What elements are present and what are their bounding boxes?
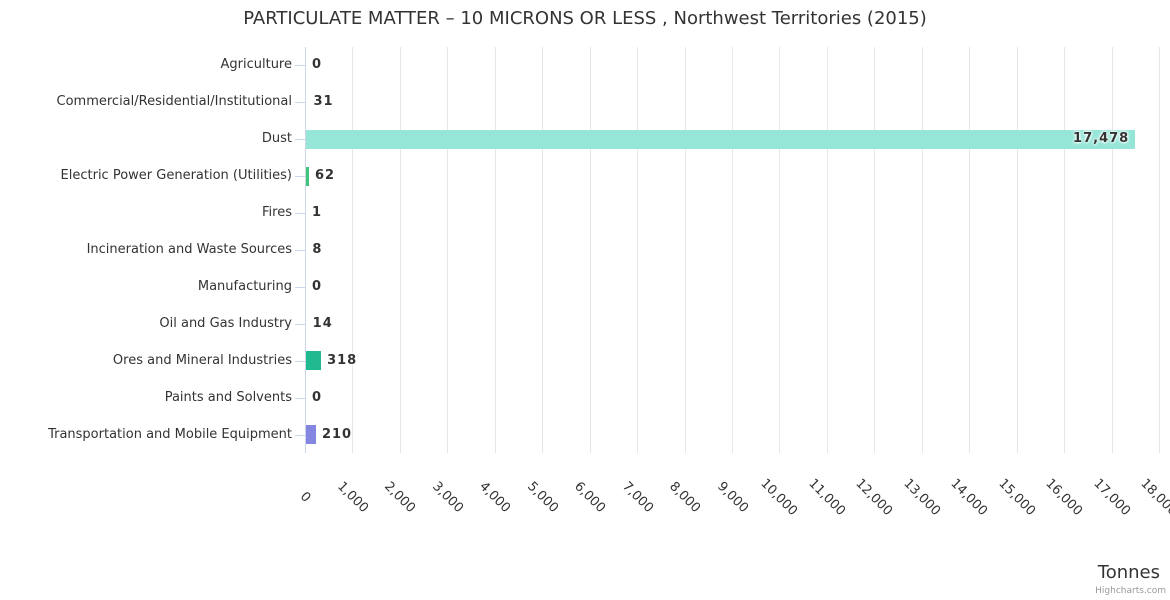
category-label-oil-and-gas-industry: Oil and Gas Industry	[159, 315, 292, 331]
bar-value-label: 17,478	[1073, 131, 1130, 147]
highcharts-credits-link[interactable]: Highcharts.com	[1095, 586, 1166, 596]
bar-value-label: 31	[313, 94, 334, 110]
x-axis-tick-label: 10,000	[757, 475, 801, 519]
gridline	[684, 47, 686, 453]
category-label-electric-power-generation-utilities: Electric Power Generation (Utilities)	[60, 168, 292, 184]
gridline	[637, 47, 639, 453]
bar-dust[interactable]	[306, 129, 1136, 149]
gridline	[589, 47, 591, 453]
category-tick	[295, 139, 305, 140]
category-tick	[295, 361, 305, 362]
bar-ores-and-mineral-industries[interactable]	[306, 351, 322, 371]
gridline	[826, 47, 828, 453]
category-label-transportation-and-mobile-equipment: Transportation and Mobile Equipment	[48, 426, 292, 442]
gridline	[1111, 47, 1113, 453]
bar-transportation-and-mobile-equipment[interactable]	[306, 425, 316, 445]
x-axis-tick-label: 18,000	[1137, 475, 1170, 519]
gridline	[1064, 47, 1066, 453]
category-axis-line	[305, 47, 306, 453]
x-axis-tick-label: 9,000	[713, 478, 751, 516]
value-axis-title: Tonnes	[1097, 562, 1160, 583]
bar-value-label: 62	[314, 168, 336, 184]
bar-value-label: 0	[312, 57, 323, 73]
category-tick	[295, 250, 305, 251]
bar-electric-power-generation-utilities[interactable]	[306, 166, 309, 186]
x-axis-tick-label: 6,000	[571, 478, 609, 516]
category-tick	[295, 398, 305, 399]
x-axis-tick-label: 5,000	[523, 478, 561, 516]
x-axis-tick-label: 12,000	[852, 475, 896, 519]
x-axis-tick-label: 13,000	[900, 475, 943, 519]
category-tick	[295, 435, 305, 436]
gridline	[399, 47, 401, 453]
x-axis-tick-label: 0	[296, 488, 314, 506]
gridline	[874, 47, 876, 453]
gridline	[542, 47, 544, 453]
gridline	[779, 47, 781, 453]
chart-title: PARTICULATE MATTER – 10 MICRONS OR LESS …	[243, 8, 927, 29]
gridline	[447, 47, 449, 453]
category-tick	[295, 65, 305, 66]
x-axis-tick-label: 16,000	[1042, 475, 1086, 519]
category-label-commercial-residential-institutional: Commercial/Residential/Institutional	[56, 94, 293, 110]
category-tick	[295, 102, 305, 103]
bar-value-label: 1	[312, 205, 323, 221]
gridline	[352, 47, 354, 453]
x-axis-tick-label: 17,000	[1089, 475, 1133, 519]
bar-value-label: 8	[312, 242, 323, 257]
category-tick	[295, 324, 305, 325]
x-axis-tick-label: 15,000	[995, 475, 1038, 519]
x-axis-tick-label: 7,000	[618, 478, 656, 516]
gridline	[732, 47, 733, 453]
category-label-dust: Dust	[261, 131, 292, 147]
bar-value-label: 0	[312, 278, 323, 294]
gridline	[921, 47, 923, 453]
bar-value-label: 14	[312, 315, 333, 331]
category-label-ores-and-mineral-industries: Ores and Mineral Industries	[112, 352, 292, 368]
category-label-agriculture: Agriculture	[220, 57, 293, 73]
category-label-fires: Fires	[262, 205, 292, 221]
category-tick	[295, 287, 305, 288]
category-label-paints-and-solvents: Paints and Solvents	[164, 389, 292, 405]
gridline	[1159, 47, 1160, 453]
bar-value-label: 210	[321, 426, 353, 442]
gridline	[969, 47, 971, 453]
category-label-incineration-and-waste-sources: Incineration and Waste Sources	[86, 242, 292, 257]
gridline	[494, 47, 496, 453]
bar-value-label: 318	[327, 352, 358, 368]
x-axis-tick-label: 11,000	[805, 475, 849, 519]
x-axis-tick-label: 4,000	[476, 478, 514, 516]
x-axis-tick-label: 3,000	[428, 478, 466, 516]
x-axis-tick-label: 8,000	[666, 478, 704, 516]
gridline	[1016, 47, 1018, 453]
x-axis-tick-label: 1,000	[334, 478, 372, 516]
category-label-manufacturing: Manufacturing	[197, 278, 292, 294]
x-axis-tick-label: 2,000	[381, 478, 419, 516]
category-tick	[295, 176, 305, 177]
category-tick	[295, 213, 305, 214]
bar-value-label: 0	[312, 389, 323, 405]
x-axis-tick-label: 14,000	[947, 475, 991, 519]
